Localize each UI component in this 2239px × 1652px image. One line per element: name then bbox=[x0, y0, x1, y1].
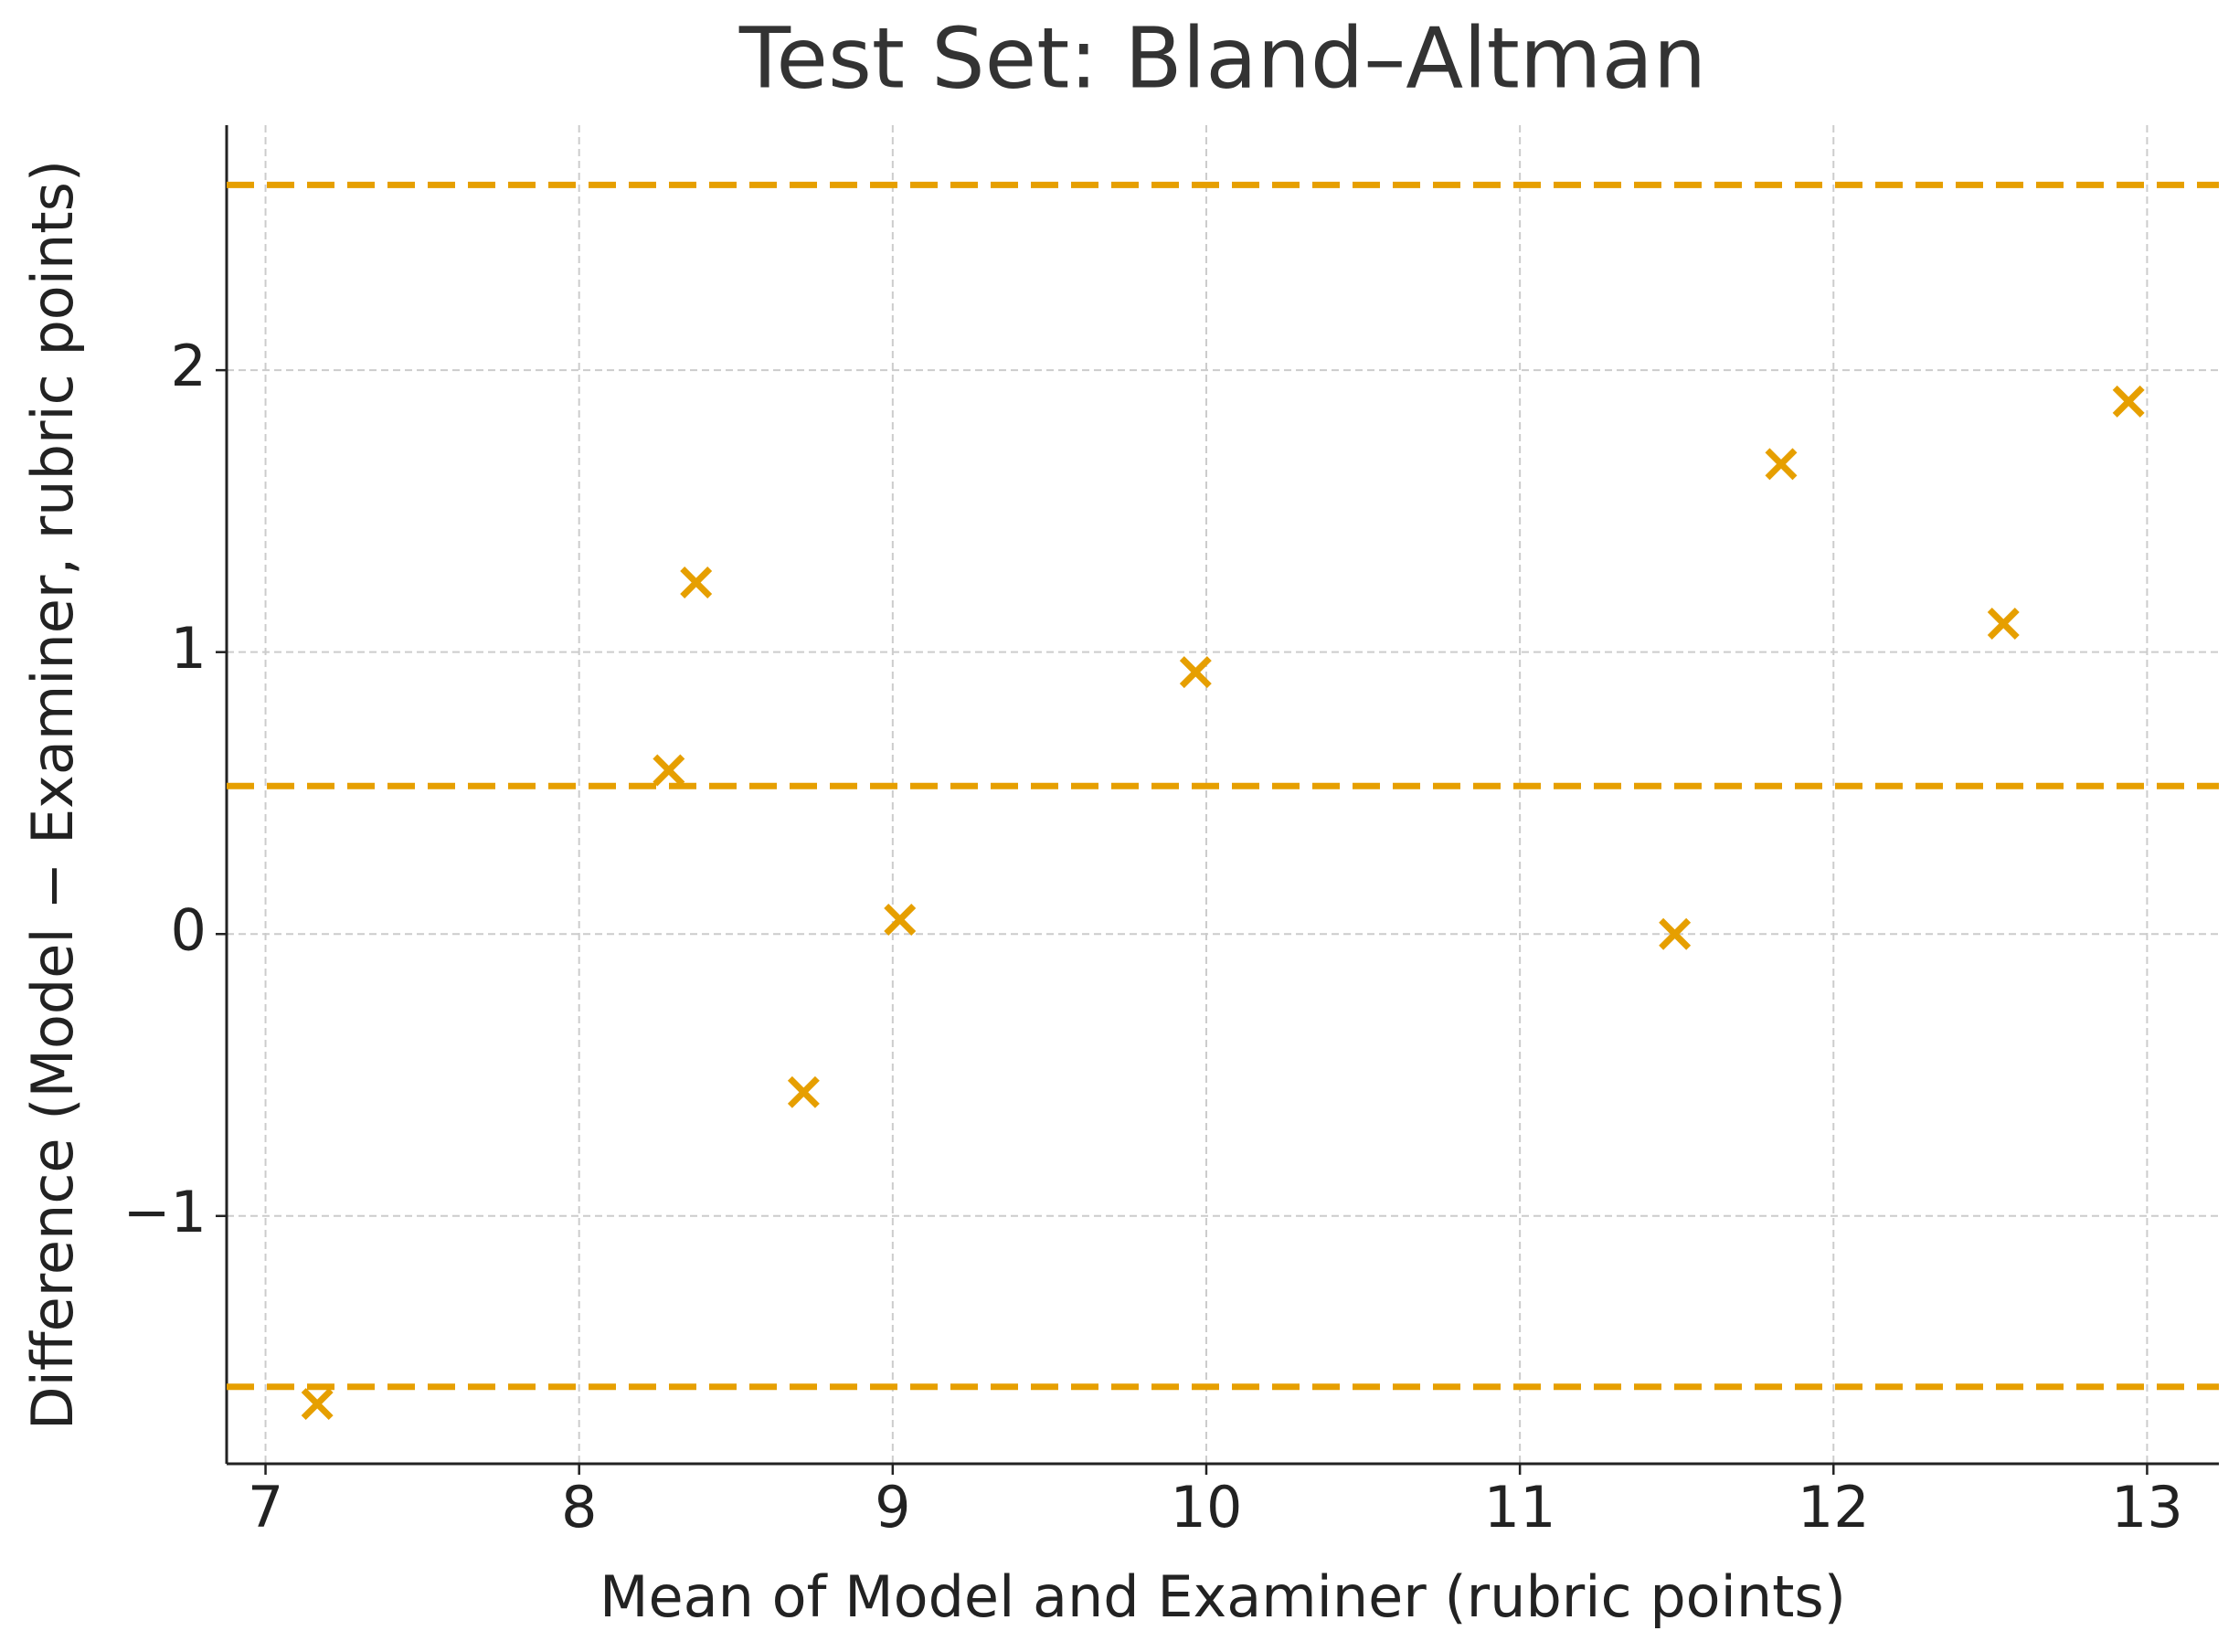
marker bbox=[653, 754, 685, 787]
x-tick-label: 13 bbox=[2111, 1474, 2183, 1541]
marker bbox=[680, 566, 713, 598]
marker bbox=[1987, 608, 2020, 640]
y-tick-label: 2 bbox=[171, 333, 207, 399]
y-tick-label: −1 bbox=[123, 1179, 207, 1245]
x-tick-label: 11 bbox=[1484, 1474, 1556, 1541]
x-tick-label: 9 bbox=[875, 1474, 910, 1541]
marker bbox=[884, 904, 917, 936]
x-tick-label: 10 bbox=[1171, 1474, 1243, 1541]
marker bbox=[2112, 385, 2145, 418]
x-tick-label: 12 bbox=[1798, 1474, 1870, 1541]
marker bbox=[787, 1075, 820, 1108]
marker bbox=[1179, 656, 1212, 689]
y-axis-label: Difference (Model − Examiner, rubric poi… bbox=[19, 160, 86, 1430]
x-tick-label: 7 bbox=[248, 1474, 283, 1541]
x-tick-label: 8 bbox=[561, 1474, 597, 1541]
chart-title: Test Set: Bland–Altman bbox=[738, 9, 1706, 107]
y-tick-label: 0 bbox=[171, 896, 207, 963]
x-axis-label: Mean of Model and Examiner (rubric point… bbox=[600, 1563, 1846, 1630]
marker bbox=[301, 1388, 334, 1421]
marker bbox=[1659, 917, 1692, 950]
y-tick-label: 1 bbox=[171, 615, 207, 682]
marker bbox=[1765, 448, 1798, 481]
